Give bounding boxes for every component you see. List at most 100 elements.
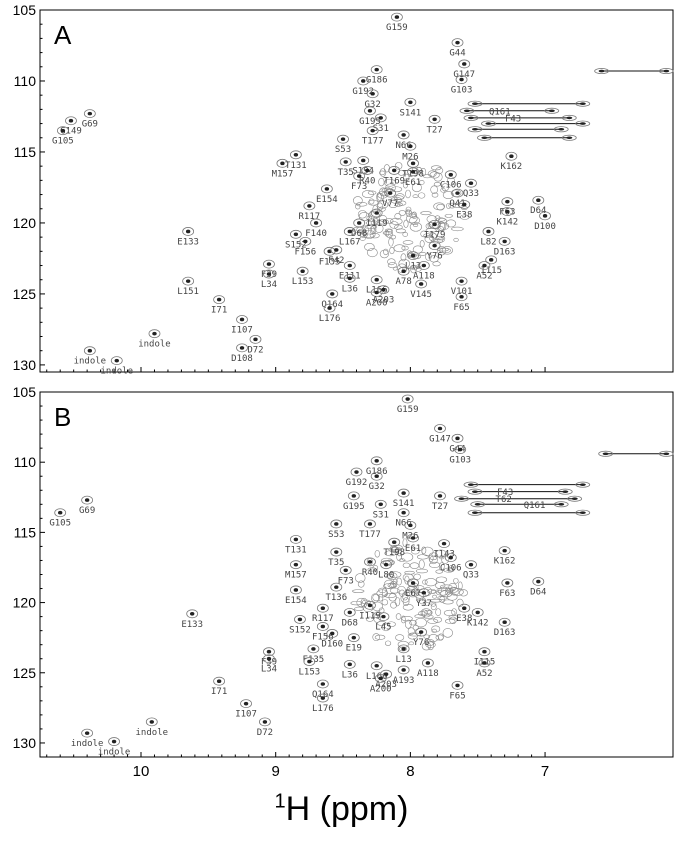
peak-center xyxy=(354,470,359,474)
cluster-contour xyxy=(446,202,451,209)
peak-label: G32 xyxy=(369,482,385,492)
peak-center xyxy=(542,214,548,218)
cluster-contour xyxy=(447,176,455,186)
peak-contour xyxy=(415,279,428,289)
peak-center xyxy=(356,174,362,178)
peak-contour xyxy=(259,717,271,727)
cluster-contour xyxy=(363,233,375,238)
cluster-contour xyxy=(362,190,374,199)
peak-label: S152 xyxy=(285,240,307,250)
peak-center xyxy=(392,168,397,173)
cluster-contour xyxy=(429,255,439,263)
peak-contour xyxy=(361,166,374,175)
cluster-contour xyxy=(402,232,408,237)
peak-label: G69 xyxy=(79,506,95,516)
peak-label: G44 xyxy=(449,49,465,59)
peak-label: D64 xyxy=(530,206,546,216)
sidechain-peak xyxy=(454,495,469,502)
cluster-contour xyxy=(360,597,368,608)
peak-label: S152 xyxy=(289,625,311,635)
peak-contour xyxy=(213,676,226,686)
peak-center xyxy=(381,614,386,619)
cluster-contour xyxy=(404,570,415,575)
cluster-contour xyxy=(408,632,422,637)
peak-label: L34 xyxy=(261,280,277,290)
cluster-contour xyxy=(386,572,398,580)
cluster-contour xyxy=(418,559,425,570)
peak-contour xyxy=(364,600,376,610)
cluster-contour xyxy=(367,211,380,220)
peak-contour xyxy=(370,456,383,466)
cluster-contour xyxy=(425,252,432,261)
y-tick-label: 115 xyxy=(14,524,37,540)
cluster-contour xyxy=(374,550,380,558)
peak-label: I115 xyxy=(480,266,502,276)
cluster-contour xyxy=(449,586,459,593)
panel-a-letter: A xyxy=(54,20,72,50)
cluster-contour xyxy=(403,219,409,228)
peak-contour xyxy=(81,728,94,738)
peak-contour xyxy=(54,508,67,518)
peak-center xyxy=(432,117,437,122)
peak-contour xyxy=(397,488,410,498)
peak-center xyxy=(418,630,424,634)
peak-contour xyxy=(438,539,450,549)
y-tick-label: 130 xyxy=(13,735,37,751)
sidechain-peak-core xyxy=(458,497,465,500)
peak-center xyxy=(84,731,90,735)
cluster-contour xyxy=(370,220,379,226)
peak-contour xyxy=(289,150,302,160)
peak-center xyxy=(239,346,245,350)
peak-label: Q33 xyxy=(463,571,479,581)
peak-contour xyxy=(347,491,360,501)
peak-contour xyxy=(364,519,376,529)
cluster-contour xyxy=(411,547,420,555)
peak-contour xyxy=(316,679,329,689)
cluster-contour xyxy=(372,633,381,642)
peak-center xyxy=(293,153,299,157)
peak-contour xyxy=(407,533,419,543)
peak-label: G147 xyxy=(453,70,475,80)
peak-label: G147 xyxy=(429,435,451,445)
peak-label: Q164 xyxy=(312,690,334,700)
peak-contour xyxy=(444,553,457,563)
peak-contour xyxy=(343,608,356,617)
peak-center xyxy=(408,523,413,528)
peak-label: N66 xyxy=(396,141,412,151)
peak-center xyxy=(84,498,90,502)
peak-contour xyxy=(326,629,339,638)
peak-label: T35 xyxy=(328,558,344,568)
peak-label: L153 xyxy=(299,668,321,678)
peak-contour xyxy=(182,227,195,236)
cluster-contour xyxy=(379,168,387,177)
peak-center xyxy=(505,581,510,585)
cluster-contour xyxy=(388,571,402,578)
peak-label: K142 xyxy=(496,218,518,228)
cluster-contour xyxy=(357,210,368,219)
peak-label: S141 xyxy=(400,108,422,118)
cluster-contour xyxy=(404,575,410,585)
peak-contour xyxy=(458,59,471,69)
y-tick-label: 125 xyxy=(13,286,37,302)
peak-label: E19 xyxy=(346,644,362,654)
peak-center xyxy=(266,272,272,276)
sidechain-peak-core xyxy=(467,483,474,486)
peak-contour xyxy=(56,126,69,136)
peak-contour xyxy=(326,289,339,299)
peak-contour xyxy=(397,130,410,140)
peak-label: D68 xyxy=(351,229,367,239)
peak-center xyxy=(455,683,460,688)
peak-center xyxy=(334,522,339,526)
peak-label: D72 xyxy=(257,728,273,738)
peak-center xyxy=(320,682,326,686)
peak-center xyxy=(401,647,406,651)
peak-center xyxy=(421,263,427,268)
cluster-contour xyxy=(435,217,446,222)
peak-center xyxy=(374,277,379,282)
peak-label: V77 xyxy=(382,199,398,209)
sidechain-peak-core xyxy=(566,116,573,120)
peak-contour xyxy=(353,171,366,181)
peak-center xyxy=(324,187,330,191)
peak-center xyxy=(408,100,413,105)
sidechain-peak xyxy=(481,120,496,127)
